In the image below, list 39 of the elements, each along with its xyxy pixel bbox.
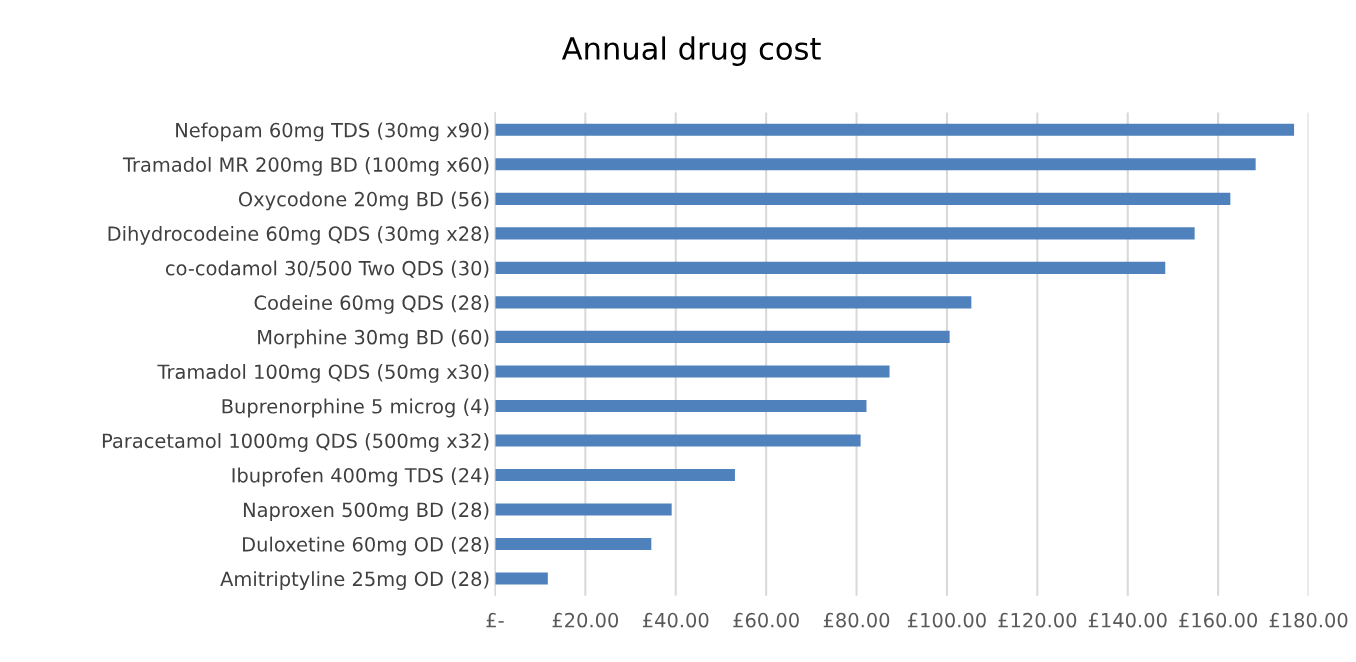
bar: [494, 399, 867, 412]
y-tick-label: Dihydrocodeine 60mg QDS (30mg x28): [108, 225, 489, 245]
bar: [494, 503, 672, 516]
x-tick-label: £140.00: [1088, 612, 1167, 628]
bar: [494, 365, 890, 378]
x-tick-label: £40.00: [642, 612, 709, 628]
x-tick-label: £60.00: [733, 612, 799, 628]
bar: [494, 296, 972, 309]
y-tick-label: Oxycodone 20mg BD (56): [238, 191, 489, 211]
bar: [494, 227, 1195, 240]
x-tick-label: £80.00: [823, 612, 890, 628]
y-tick-label: Buprenorphine 5 microg (4): [222, 398, 489, 418]
bar: [494, 572, 548, 585]
x-tick-label: £20.00: [552, 612, 619, 628]
y-tick-label: Duloxetine 60mg OD (28): [243, 536, 489, 556]
bar: [494, 468, 735, 482]
chart-title: Annual drug cost: [561, 36, 821, 66]
bar: [494, 123, 1295, 136]
bar: [494, 434, 861, 447]
y-tick-label: Ibuprofen 400mg TDS (24): [232, 467, 489, 487]
y-tick-label: Nefopam 60mg TDS (30mg x90): [176, 122, 489, 142]
x-tick-label: £180.00: [1269, 612, 1348, 628]
y-tick-label: Amitriptyline 25mg OD (28): [220, 571, 489, 590]
bar: [494, 261, 1166, 274]
y-tick-label: co-codamol 30/500 Two QDS (30): [165, 260, 489, 278]
y-tick-label: Codeine 60mg QDS (28): [254, 295, 489, 314]
x-tick-label: £-: [486, 612, 504, 628]
x-tick-label: £100.00: [907, 612, 986, 628]
y-tick-label: Tramadol 100mg QDS (50mg x30): [157, 364, 489, 383]
x-tick-label: £120.00: [998, 612, 1077, 628]
y-tick-label: Naproxen 500mg BD (28): [243, 502, 489, 521]
y-tick-label: Morphine 30mg BD (60): [258, 329, 489, 349]
bar: [494, 158, 1256, 171]
y-tick-label: Tramadol MR 200mg BD (100mg x60): [122, 156, 489, 176]
x-tick-label: £160.00: [1179, 612, 1258, 628]
bar: [494, 192, 1231, 205]
bar: [494, 537, 652, 551]
y-tick-label: Paracetamol 1000mg QDS (500mg x32): [102, 433, 489, 452]
bar: [494, 330, 950, 343]
